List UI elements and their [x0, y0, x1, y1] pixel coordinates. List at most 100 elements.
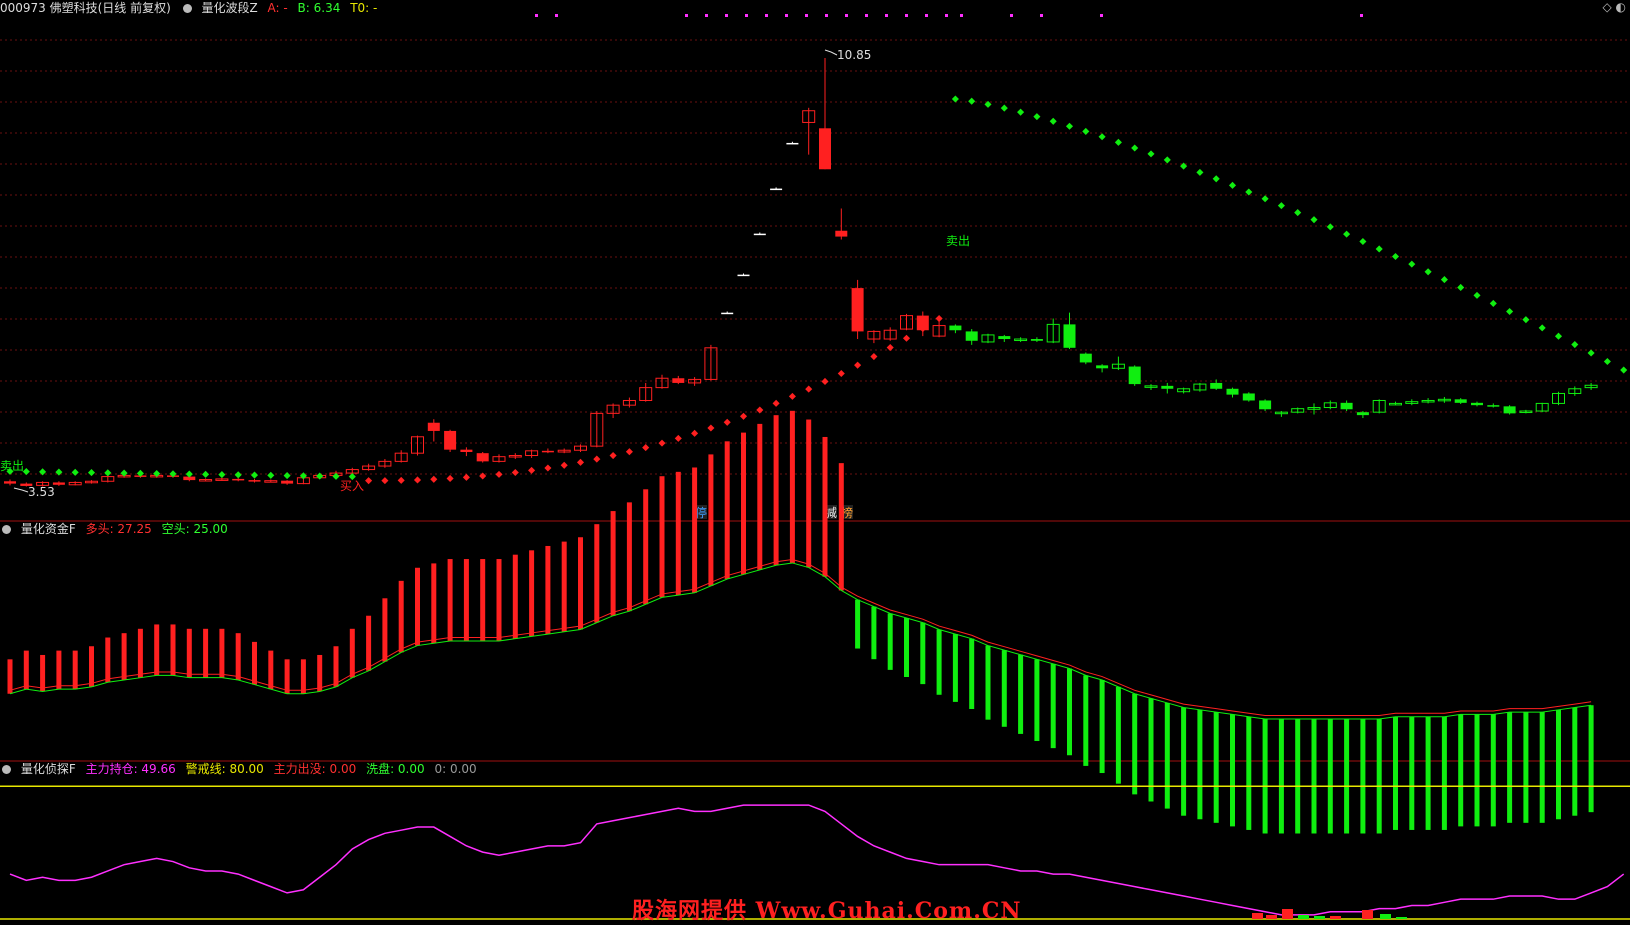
stock-title: 000973 佛塑科技(日线 前复权) — [0, 1, 171, 15]
panel3-indicator-name[interactable]: 量化侦探F — [20, 762, 76, 776]
candle-body — [1193, 383, 1207, 391]
stop-dot — [1603, 357, 1611, 366]
money-bar — [529, 550, 535, 637]
money-bar — [594, 524, 600, 623]
candle-body — [1340, 402, 1353, 410]
money-bar — [741, 432, 746, 575]
stop-dot — [756, 406, 764, 414]
money-bar — [284, 659, 290, 694]
money-bar — [23, 650, 29, 690]
money-bar — [1230, 714, 1235, 827]
candle-body — [802, 110, 816, 123]
candle-body — [508, 455, 522, 458]
candle-body — [525, 450, 539, 457]
candle-body — [4, 481, 16, 484]
candle-body — [721, 312, 734, 315]
money-bar — [203, 628, 209, 678]
money-bar — [1018, 654, 1024, 734]
candle-body — [1372, 399, 1386, 413]
long-line — [9, 558, 1592, 717]
candle-body — [199, 479, 213, 482]
money-bar — [89, 646, 94, 687]
money-bar — [1539, 712, 1545, 823]
candle-body — [36, 481, 50, 486]
panel1-indicator-name[interactable]: 量化波段Z — [201, 1, 258, 15]
stop-dot — [1065, 122, 1074, 130]
money-bar — [252, 641, 257, 685]
money-bar — [186, 628, 192, 678]
panel2-indicator-name[interactable]: 量化资金F — [20, 522, 76, 536]
top-marker — [685, 14, 688, 17]
wash-bar — [1266, 915, 1277, 919]
candle-body — [672, 378, 685, 383]
money-bar — [300, 659, 306, 694]
candle-body — [411, 436, 424, 454]
candle-body — [362, 465, 376, 471]
stop-dot — [495, 470, 503, 478]
short-line — [9, 562, 1592, 720]
money-bar — [659, 476, 665, 598]
stop-dot — [348, 473, 356, 481]
money-bar — [512, 554, 518, 639]
candle-body — [281, 480, 294, 484]
money-bar — [1132, 693, 1138, 795]
money-bar — [561, 541, 567, 632]
candle-body — [85, 480, 98, 484]
stop-dot — [1049, 117, 1057, 125]
money-bar — [1115, 686, 1121, 784]
stop-dot — [185, 470, 193, 478]
candle-body — [1014, 338, 1028, 342]
candle-body — [1030, 339, 1043, 341]
settings-icon[interactable] — [2, 765, 11, 774]
settings-icon[interactable] — [182, 4, 192, 13]
candle-body — [606, 404, 620, 414]
stop-dot — [1245, 188, 1253, 196]
candle-body — [1471, 402, 1483, 406]
stop-dot — [1017, 108, 1025, 116]
money-bar — [1181, 707, 1187, 816]
wash-bar — [1314, 916, 1325, 919]
stop-dot — [658, 439, 666, 447]
candle-body — [883, 329, 897, 340]
top-marker — [1010, 14, 1013, 17]
candle-body — [949, 325, 962, 331]
stop-dot — [332, 472, 340, 480]
candle-body — [183, 476, 196, 481]
top-marker — [555, 14, 558, 17]
stop-dot — [1163, 156, 1171, 164]
candle-body — [264, 480, 278, 483]
panel1-b-value: B: 6.34 — [297, 1, 341, 15]
money-bar — [1262, 718, 1268, 834]
buy-signal: 买入 — [340, 479, 364, 493]
candle-body — [444, 430, 457, 450]
stop-dot — [283, 472, 291, 480]
money-bar — [219, 628, 225, 678]
top-marker — [845, 14, 848, 17]
stop-dot — [935, 315, 943, 323]
stop-dot — [1196, 168, 1204, 176]
candle-body — [1437, 398, 1451, 402]
stop-dot — [1408, 260, 1416, 268]
stop-dot — [1587, 349, 1595, 357]
candle-body — [557, 449, 571, 453]
badge-box — [694, 505, 707, 519]
wash-bar — [1330, 916, 1341, 919]
collapse-icon[interactable]: ◇ ◐ — [1602, 0, 1626, 14]
candle-body — [541, 450, 554, 453]
stop-dot — [837, 369, 845, 378]
wash-bar — [1396, 917, 1407, 919]
money-bar — [1001, 650, 1007, 727]
settings-icon[interactable] — [2, 525, 11, 534]
top-marker — [705, 14, 708, 17]
stop-dot — [1522, 316, 1530, 324]
sell-signal: 卖出 — [946, 234, 970, 248]
stop-dot — [723, 418, 731, 426]
stop-dot — [1506, 307, 1514, 316]
stop-dot — [1440, 276, 1448, 284]
wash-bar — [1252, 913, 1263, 919]
money-bar — [137, 628, 143, 678]
stop-dot — [234, 471, 242, 479]
candle-body — [68, 481, 82, 486]
stop-dot — [739, 412, 748, 420]
money-bar — [1278, 718, 1284, 834]
